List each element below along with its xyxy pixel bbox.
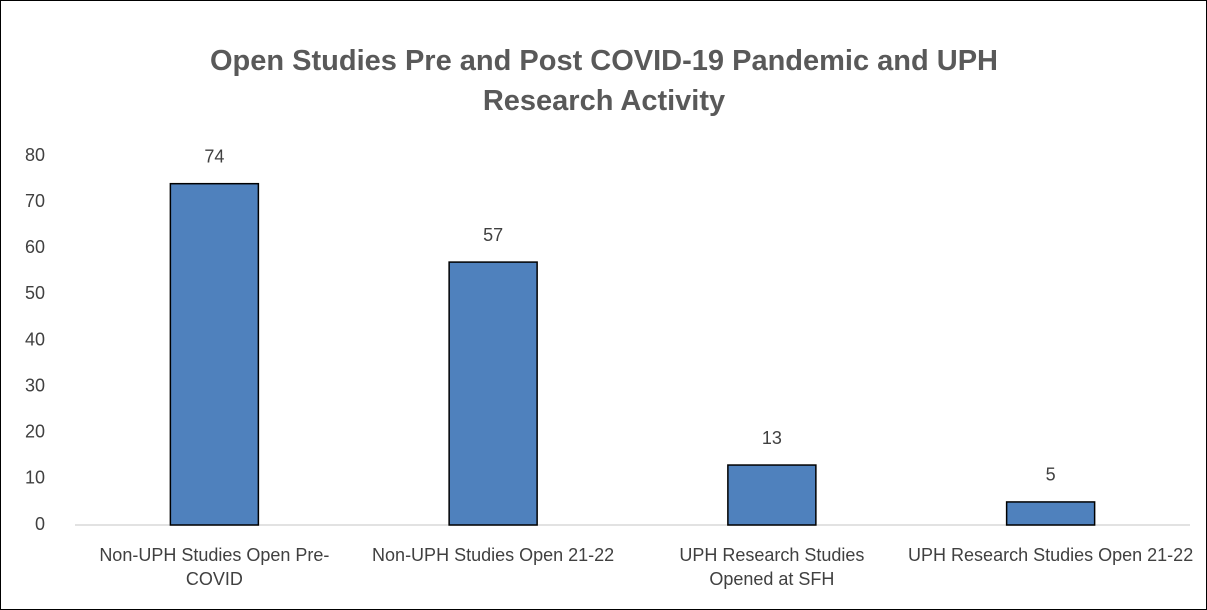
data-label: 57 — [483, 225, 503, 245]
bar — [727, 464, 817, 526]
data-label: 74 — [204, 146, 224, 166]
y-tick-label: 20 — [25, 422, 45, 442]
y-tick-label: 60 — [25, 237, 45, 257]
bar — [448, 261, 538, 526]
x-tick-label: UPH Research Studies Opened at SFH — [679, 545, 865, 589]
y-tick-label: 50 — [25, 283, 45, 303]
chart-title: Open Studies Pre and Post COVID-19 Pande… — [209, 45, 998, 117]
x-tick-label: UPH Research Studies Open 21-22 — [908, 545, 1194, 565]
y-tick-label: 30 — [25, 375, 45, 395]
x-tick-label: Non-UPH Studies Open 21-22 — [372, 545, 615, 565]
data-label: 5 — [1046, 465, 1056, 485]
bar — [169, 182, 260, 526]
bar — [1005, 501, 1096, 526]
y-tick-label: 70 — [25, 191, 45, 211]
y-tick-label: 80 — [25, 145, 45, 165]
y-tick-label: 0 — [35, 514, 45, 534]
data-label: 13 — [762, 428, 782, 448]
y-tick-label: 10 — [25, 468, 45, 488]
y-tick-label: 40 — [25, 329, 45, 349]
x-tick-label: Non-UPH Studies Open Pre-COVID — [99, 545, 330, 589]
